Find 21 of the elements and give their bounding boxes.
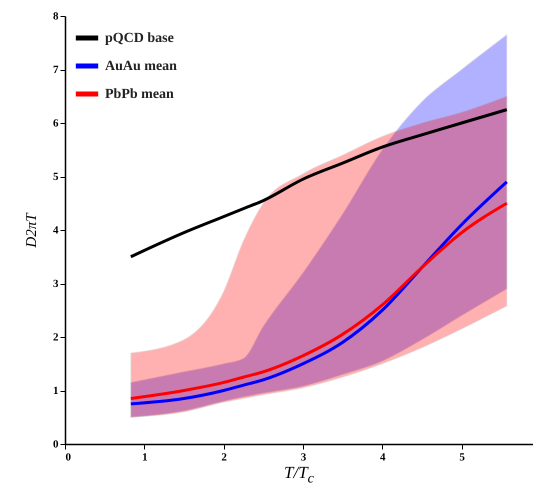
x-tick-label: 4 (380, 452, 386, 464)
x-axis-title: T/T$_{c}$ (283, 463, 315, 488)
y-tick-label: 4 (53, 224, 59, 236)
y-tick-label: 1 (53, 385, 58, 397)
legend-label: AuAu mean (105, 59, 178, 74)
y-axis-title: D2πT (24, 212, 40, 249)
legend-label: pQCD base (105, 31, 174, 46)
x-tick-label: 1 (142, 452, 148, 464)
y-tick-label: 2 (53, 332, 59, 344)
y-tick-label: 6 (53, 118, 59, 130)
x-tick-label: 5 (459, 452, 466, 464)
y-tick-label: 3 (53, 278, 59, 290)
x-tick-label: 3 (300, 452, 307, 464)
y-tick-label: 0 (53, 438, 59, 450)
y-tick-label: 7 (53, 64, 59, 76)
y-tick-label: 5 (53, 171, 59, 183)
line-series (129, 108, 508, 258)
x-tick-label: 2 (221, 452, 228, 464)
x-tick-label: 0 (66, 452, 72, 464)
legend-label: PbPb mean (105, 87, 174, 102)
y-tick-label: 8 (53, 10, 59, 22)
